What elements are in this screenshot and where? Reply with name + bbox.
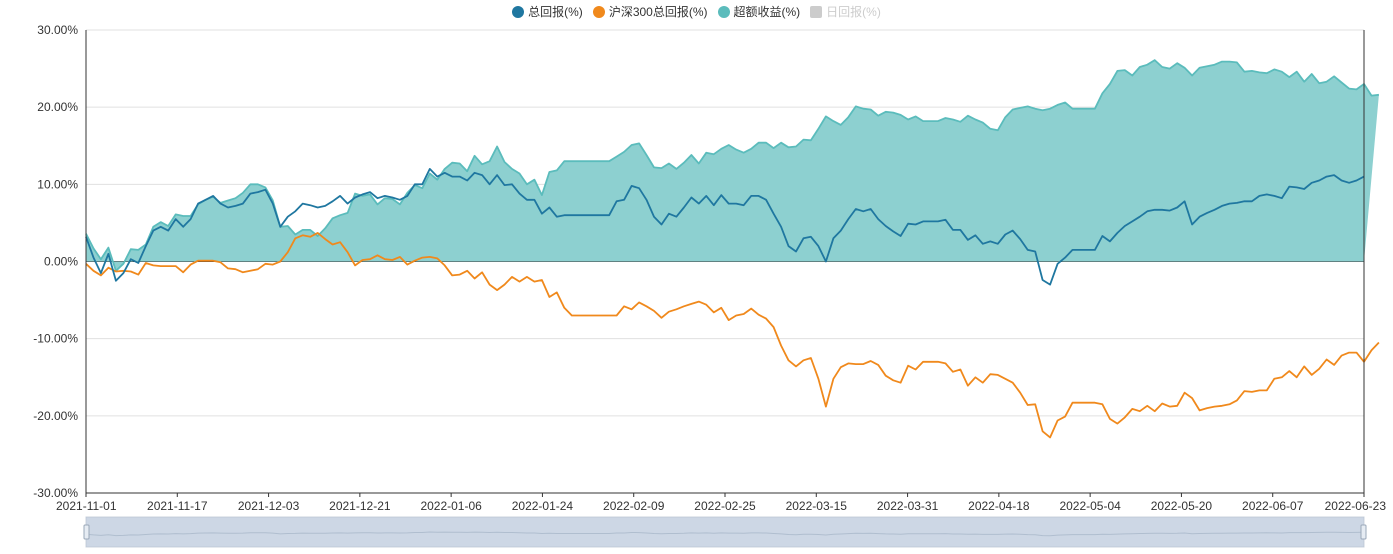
legend-label-total-return: 总回报(%)	[528, 5, 583, 19]
zoom-handle-right[interactable]	[1360, 524, 1367, 540]
legend-label-daily-return: 日回报(%)	[826, 5, 881, 19]
y-tick-label: 0.00%	[44, 255, 78, 269]
legend-item-hs300-return[interactable]: 沪深300总回报(%)	[592, 3, 708, 20]
x-tick-label: 2022-06-23	[1325, 499, 1387, 513]
x-tick-label: 2022-05-20	[1151, 499, 1213, 513]
x-tick-label: 2022-05-04	[1059, 499, 1121, 513]
x-tick-label: 2022-06-07	[1242, 499, 1304, 513]
legend-marker-hs300-return	[592, 5, 605, 18]
x-tick-label: 2022-01-24	[512, 499, 574, 513]
legend-item-excess-return[interactable]: 超额收益(%)	[717, 3, 801, 20]
x-tick-label: 2022-02-09	[603, 499, 665, 513]
y-tick-label: 30.00%	[37, 23, 78, 37]
y-tick-label: 20.00%	[37, 100, 78, 114]
x-tick-label: 2022-03-15	[786, 499, 848, 513]
y-tick-label: -10.00%	[33, 332, 78, 346]
zoom-slider-preview	[85, 531, 1365, 537]
series-line-hs300-return	[85, 232, 1380, 439]
legend-marker-total-return	[512, 5, 525, 18]
y-tick-label: -30.00%	[33, 486, 78, 500]
x-tick-label: 2022-02-25	[694, 499, 756, 513]
legend-marker-excess-return	[717, 5, 730, 18]
legend-marker-daily-return	[810, 5, 823, 18]
series-area-excess-return	[86, 60, 1379, 271]
x-tick-label: 2022-01-06	[420, 499, 482, 513]
y-tick-label: -20.00%	[33, 409, 78, 423]
zoom-handle-left[interactable]	[83, 524, 90, 540]
x-tick-label: 2022-03-31	[877, 499, 939, 513]
legend-item-daily-return[interactable]: 日回报(%)	[810, 3, 881, 20]
legend-label-hs300-return: 沪深300总回报(%)	[608, 5, 708, 19]
y-tick-label: 10.00%	[37, 177, 78, 191]
legend-item-total-return[interactable]: 总回报(%)	[512, 3, 583, 20]
x-tick-label: 2021-11-17	[147, 499, 208, 513]
x-tick-label: 2022-04-18	[968, 499, 1030, 513]
x-tick-label: 2021-12-03	[238, 499, 300, 513]
series-line-total-return	[85, 168, 1365, 286]
zoom-slider-track[interactable]	[85, 516, 1365, 548]
zoom-slider-window[interactable]	[86, 517, 1364, 547]
x-tick-label: 2021-11-01	[56, 499, 117, 513]
chart-legend: 总回报(%) 沪深300总回报(%) 超额收益(%) 日回报(%)	[0, 3, 1393, 20]
x-tick-label: 2021-12-21	[329, 499, 391, 513]
legend-label-excess-return: 超额收益(%)	[733, 5, 801, 19]
series-line-excess-return	[85, 59, 1379, 272]
